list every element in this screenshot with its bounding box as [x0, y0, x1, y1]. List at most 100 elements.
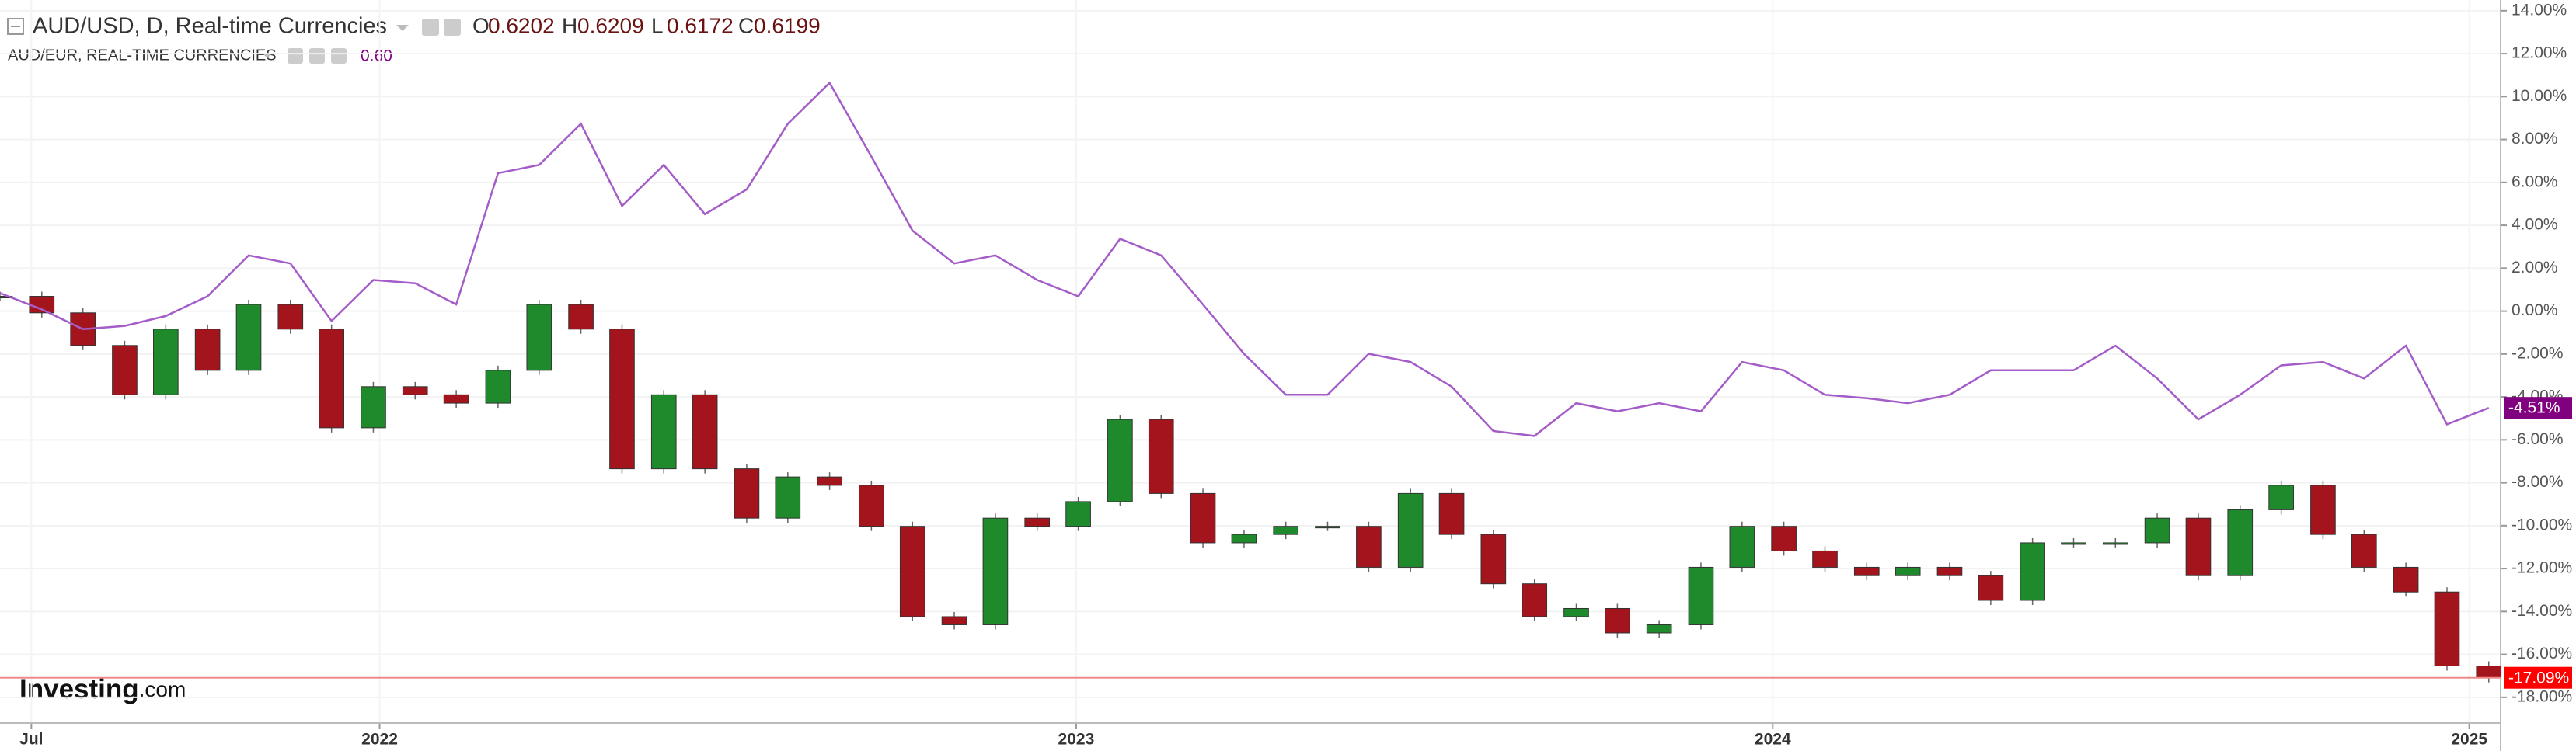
last-value-badge	[2504, 397, 2572, 419]
candle	[941, 616, 967, 625]
x-tick-label: 2023	[1058, 731, 1095, 749]
candle	[235, 304, 262, 371]
settings-icon[interactable]	[309, 48, 325, 64]
candle	[859, 485, 884, 527]
y-tick-label: -12.00%	[2512, 559, 2572, 577]
candle	[734, 468, 760, 519]
y-tick-label: 0.00%	[2512, 301, 2558, 319]
candle	[1729, 526, 1755, 568]
compare-title: AUD/EUR, REAL-TIME CURRENCIES	[8, 47, 277, 64]
y-tick-label: -18.00%	[2512, 687, 2572, 705]
candle	[2476, 666, 2502, 679]
ohlc-label: H	[562, 13, 577, 37]
line-series	[0, 81, 2490, 437]
y-tick-label: -8.00%	[2512, 473, 2564, 491]
candle	[692, 394, 718, 470]
last-value-badge	[2504, 666, 2572, 689]
y-tick-label: 14.00%	[2512, 1, 2567, 19]
candle	[1771, 526, 1797, 551]
dropdown-arrow[interactable]	[396, 25, 409, 31]
ohlc-value: 0.6199	[754, 13, 821, 37]
x-tick-label: 2022	[361, 731, 398, 749]
y-tick-label: 4.00%	[2512, 216, 2558, 234]
candle	[775, 476, 801, 519]
candle	[1646, 624, 1672, 634]
candle	[1065, 501, 1091, 527]
candle	[568, 304, 594, 330]
candle	[2102, 542, 2128, 545]
candle	[1978, 575, 2004, 601]
last-value-label: -17.09%	[2508, 669, 2569, 687]
candle	[2434, 591, 2460, 667]
x-tick-label: 2024	[1755, 731, 1791, 749]
candle	[526, 304, 552, 371]
settings-icon[interactable]	[422, 19, 439, 36]
candle	[1853, 566, 1880, 576]
candle	[1107, 419, 1133, 502]
candle	[1688, 566, 1714, 625]
candle	[1812, 550, 1838, 568]
y-tick-label: 12.00%	[2512, 44, 2567, 62]
candle	[2310, 485, 2336, 535]
candle	[277, 304, 304, 330]
ohlc-value: 0.6172	[667, 13, 734, 37]
logo-main: Investing	[19, 674, 139, 704]
candle	[485, 370, 511, 404]
close-icon[interactable]	[331, 48, 347, 64]
candle	[1273, 526, 1299, 535]
ohlc-value: 0.6209	[577, 13, 644, 37]
y-tick-label: -16.00%	[2512, 645, 2572, 662]
candle	[443, 394, 469, 404]
candle	[402, 386, 428, 395]
candle	[2020, 542, 2045, 601]
candle	[1895, 566, 1921, 576]
candle	[650, 394, 677, 470]
candle	[1522, 583, 1548, 617]
candle	[1605, 607, 1630, 634]
candle	[982, 517, 1009, 625]
candle	[1231, 534, 1257, 544]
candle	[361, 386, 386, 429]
settings-icon[interactable]	[288, 48, 303, 64]
candle	[899, 526, 925, 617]
y-tick-label: 2.00%	[2512, 259, 2558, 276]
candle	[1563, 607, 1589, 617]
candle	[1438, 492, 1465, 535]
ohlc-value: 0.6202	[488, 13, 555, 37]
y-tick-label: -10.00%	[2512, 516, 2572, 534]
dropdown-arrow[interactable]	[263, 54, 272, 58]
candle	[1936, 566, 1963, 576]
y-tick-label: 8.00%	[2512, 130, 2558, 148]
x-tick-label: 2025	[2451, 731, 2487, 749]
candle	[609, 329, 635, 470]
collapse-icon[interactable]	[7, 18, 24, 35]
candle	[2351, 534, 2377, 568]
candle	[319, 329, 345, 429]
candle	[2061, 542, 2086, 545]
candle	[112, 345, 138, 395]
logo: Investing.com	[19, 674, 186, 704]
candle	[817, 476, 842, 486]
candle	[2144, 517, 2170, 544]
candle	[2268, 485, 2294, 510]
candle	[1315, 526, 1340, 529]
candle	[1480, 534, 1507, 585]
settings-icon[interactable]	[444, 19, 461, 36]
candle	[1148, 419, 1174, 494]
compare-value: 0.60	[361, 47, 392, 65]
candle	[153, 329, 179, 395]
ohlc-label: C	[738, 13, 754, 37]
ohlc-label: L	[651, 13, 664, 37]
main-title: AUD/USD, D, Real-time Currencies	[33, 14, 387, 39]
candle	[2393, 566, 2419, 593]
candle	[1356, 526, 1382, 568]
y-tick-label: -14.00%	[2512, 602, 2572, 620]
candle	[2227, 509, 2254, 576]
candle	[1190, 492, 1216, 544]
y-tick-label: 10.00%	[2512, 87, 2567, 105]
y-tick-label: -6.00%	[2512, 430, 2564, 448]
x-tick-label: Jul	[19, 731, 43, 749]
candle	[1024, 517, 1051, 527]
